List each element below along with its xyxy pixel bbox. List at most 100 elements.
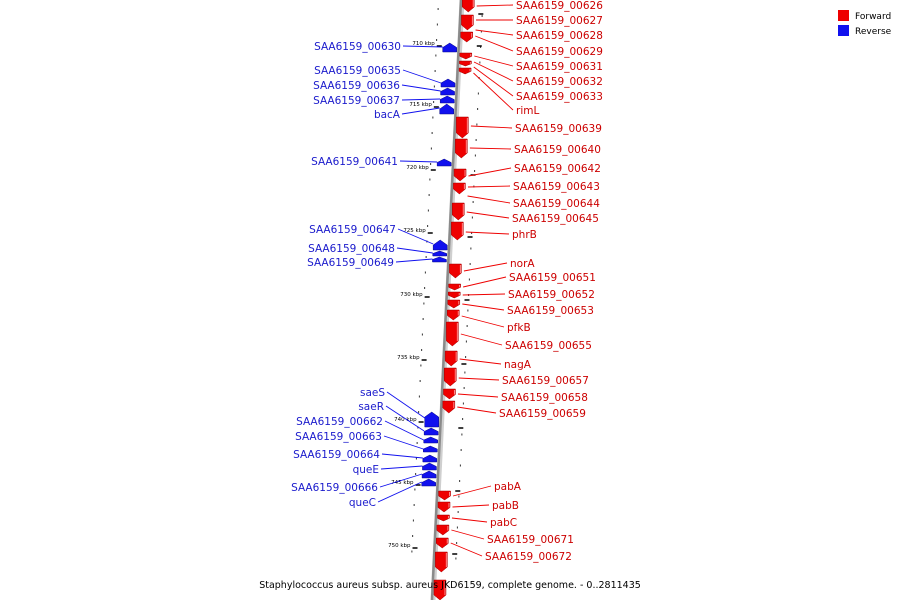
forward-gene-label: SAA6159_00632 xyxy=(516,76,603,88)
scale-dot xyxy=(421,349,423,351)
reverse-gene-label: queC xyxy=(349,497,376,509)
forward-leader-line xyxy=(468,167,512,177)
forward-gene-block xyxy=(446,321,459,347)
scale-dot xyxy=(460,449,462,451)
reverse-leader-line xyxy=(402,69,442,84)
forward-gene-label: SAA6159_00644 xyxy=(513,198,600,210)
forward-gene-block xyxy=(449,263,462,279)
forward-leader-line xyxy=(467,195,511,204)
forward-gene-block xyxy=(448,283,461,291)
forward-leader-line xyxy=(463,276,507,288)
reverse-gene-label: queE xyxy=(353,464,379,476)
forward-gene-label: SAA6159_00652 xyxy=(508,289,595,301)
scale-dot xyxy=(433,85,435,88)
reverse-gene-label: SAA6159_00663 xyxy=(295,431,382,443)
scale-dot xyxy=(421,333,423,336)
forward-gene-block xyxy=(458,67,472,75)
forward-gene-block xyxy=(452,202,465,221)
scale-dot xyxy=(471,232,473,234)
scale-dot xyxy=(418,411,420,413)
scale-dot xyxy=(429,178,431,181)
forward-gene-label: SAA6159_00671 xyxy=(487,534,574,546)
reverse-gene-block xyxy=(421,478,436,487)
forward-gene-label: SAA6159_00633 xyxy=(516,91,603,103)
forward-gene-block xyxy=(447,309,460,321)
scale-dot xyxy=(465,340,467,343)
forward-leader-line xyxy=(473,66,514,97)
scale-dot xyxy=(474,170,476,172)
reverse-leader-line xyxy=(399,160,438,163)
scale-dot xyxy=(459,480,461,482)
scale-dot xyxy=(427,209,429,212)
forward-gene-block xyxy=(435,551,448,573)
scale-dot xyxy=(465,356,467,358)
scale-dot xyxy=(461,433,463,436)
reverse-gene-label: SAA6159_00664 xyxy=(293,449,380,461)
reverse-gene-block xyxy=(422,462,437,471)
reverse-leader-line xyxy=(395,258,433,263)
reverse-gene-label: SAA6159_00630 xyxy=(314,41,401,53)
reverse-leader-line xyxy=(401,98,441,101)
gene-labels: SAA6159_00626 SAA6159_00627 SAA6159_00628 S… xyxy=(291,0,603,563)
scale-dot xyxy=(469,263,471,265)
legend-label-forward: Forward xyxy=(855,12,891,22)
forward-gene-label: SAA6159_00627 xyxy=(516,15,603,27)
scale-dot xyxy=(411,550,413,553)
forward-leader-line xyxy=(463,262,508,272)
forward-gene-block xyxy=(437,514,450,522)
scale-dot xyxy=(434,70,436,72)
forward-leader-line xyxy=(457,406,497,414)
forward-gene-block xyxy=(456,116,469,139)
forward-gene-block xyxy=(444,367,457,387)
forward-gene-label: SAA6159_00639 xyxy=(515,123,602,135)
scale-ticks: 710 kbp 715 kbp 720 kbp 725 kbp 730 kbp 735 k… xyxy=(388,13,484,555)
reverse-gene-block xyxy=(423,445,438,453)
scale-dot xyxy=(436,23,438,26)
tick-label: 710 kbp xyxy=(412,41,435,47)
scale-dot xyxy=(456,526,458,529)
forward-leader-line xyxy=(452,504,490,508)
forward-gene-label: pfkB xyxy=(507,322,531,334)
reverse-gene-label: saeS xyxy=(360,387,385,399)
forward-leader-line xyxy=(451,529,485,540)
legend-label-reverse: Reverse xyxy=(855,27,892,37)
forward-gene-block xyxy=(455,138,468,159)
forward-leader-line xyxy=(466,211,510,219)
forward-gene-label: SAA6159_00651 xyxy=(509,272,596,284)
reverse-gene-block xyxy=(423,436,438,444)
scale-dot xyxy=(432,116,434,119)
forward-leader-line xyxy=(470,125,513,129)
forward-gene-block xyxy=(447,291,461,299)
reverse-gene-block xyxy=(439,95,455,104)
forward-gene-label: pabB xyxy=(492,500,519,512)
scale-dot xyxy=(468,278,470,281)
scale-dot xyxy=(462,418,464,420)
legend-swatch-forward xyxy=(838,10,849,21)
forward-leader-line xyxy=(458,377,500,381)
forward-gene-label: SAA6159_00643 xyxy=(513,181,600,193)
legend: Forward Reverse xyxy=(838,10,892,37)
forward-gene-block xyxy=(436,537,449,549)
forward-gene-block xyxy=(444,350,458,367)
scale-dot xyxy=(415,457,417,460)
forward-gene-block xyxy=(453,168,467,182)
scale-dot xyxy=(416,442,418,444)
scale-dot xyxy=(455,557,457,560)
forward-gene-block xyxy=(438,490,451,501)
reverse-gene-block xyxy=(432,239,448,251)
forward-leader-line xyxy=(465,231,510,235)
scale-dot xyxy=(467,309,469,312)
legend-swatch-reverse xyxy=(838,25,849,36)
scale-dot xyxy=(477,92,479,95)
scale-dot xyxy=(462,402,464,405)
scale-dot xyxy=(457,511,459,513)
reverse-leader-line xyxy=(385,405,425,432)
reverse-leader-line xyxy=(401,84,441,92)
tick-label: 715 kbp xyxy=(409,102,432,108)
reverse-gene-label: SAA6159_00662 xyxy=(296,416,383,428)
forward-gene-label: pabC xyxy=(490,517,517,529)
scale-dot xyxy=(412,519,414,522)
forward-leader-line xyxy=(452,485,492,497)
forward-gene-block xyxy=(460,31,473,43)
